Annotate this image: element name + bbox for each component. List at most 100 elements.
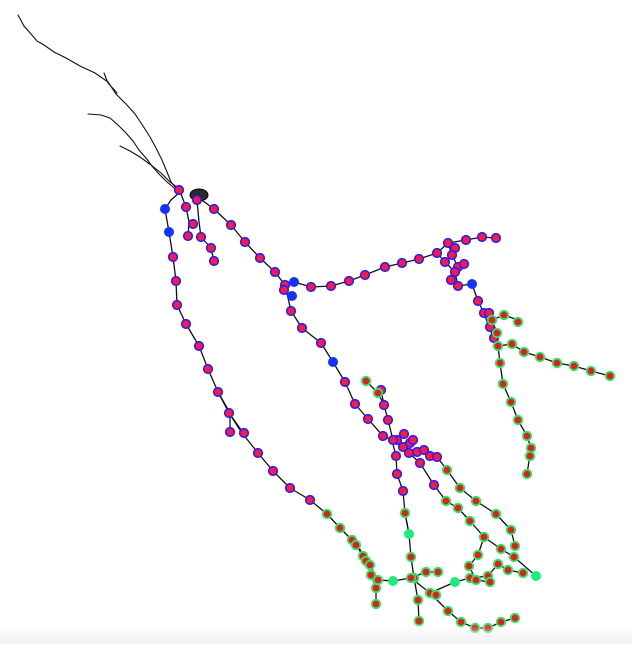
apical-node[interactable] bbox=[403, 447, 415, 459]
basal-node[interactable] bbox=[512, 414, 524, 426]
apical-node[interactable] bbox=[378, 399, 390, 411]
basal-node[interactable] bbox=[497, 378, 509, 390]
basal-node[interactable] bbox=[372, 387, 384, 399]
apical-node[interactable] bbox=[379, 261, 391, 273]
basal-node[interactable] bbox=[372, 574, 384, 586]
apical-node[interactable] bbox=[452, 280, 464, 292]
apical-node[interactable] bbox=[431, 247, 443, 259]
apical-node[interactable] bbox=[431, 451, 443, 463]
apical-node[interactable] bbox=[252, 447, 264, 459]
basal-node[interactable] bbox=[454, 482, 466, 494]
apical-node[interactable] bbox=[362, 413, 374, 425]
apical-node[interactable] bbox=[407, 434, 419, 446]
apical-node[interactable] bbox=[339, 376, 351, 388]
basal-node[interactable] bbox=[364, 559, 376, 571]
apical-node[interactable] bbox=[397, 485, 409, 497]
apical-node[interactable] bbox=[304, 494, 316, 506]
basal-node[interactable] bbox=[399, 507, 411, 519]
apical-node[interactable] bbox=[191, 194, 203, 206]
apical-node[interactable] bbox=[171, 299, 183, 311]
basal-node[interactable] bbox=[512, 316, 524, 328]
apical-node[interactable] bbox=[449, 266, 461, 278]
apical-node[interactable] bbox=[284, 482, 296, 494]
basal-node[interactable] bbox=[517, 567, 529, 579]
basal-node[interactable] bbox=[505, 524, 517, 536]
basal-node[interactable] bbox=[491, 327, 503, 339]
basal-branch-point[interactable] bbox=[531, 571, 541, 581]
apical-node[interactable] bbox=[439, 256, 451, 268]
apical-node[interactable] bbox=[382, 414, 394, 426]
basal-node[interactable] bbox=[470, 495, 482, 507]
basal-node[interactable] bbox=[490, 508, 502, 520]
apical-branch-point[interactable] bbox=[160, 204, 170, 214]
apical-node[interactable] bbox=[390, 450, 402, 462]
basal-node[interactable] bbox=[518, 346, 530, 358]
apical-node[interactable] bbox=[315, 337, 327, 349]
apical-node[interactable] bbox=[224, 426, 236, 438]
basal-node[interactable] bbox=[521, 430, 533, 442]
apical-node[interactable] bbox=[490, 232, 502, 244]
apical-node[interactable] bbox=[208, 203, 220, 215]
basal-node[interactable] bbox=[508, 551, 520, 563]
apical-node[interactable] bbox=[239, 236, 251, 248]
basal-node[interactable] bbox=[405, 572, 417, 584]
apical-node[interactable] bbox=[343, 275, 355, 287]
basal-node[interactable] bbox=[452, 502, 464, 514]
basal-node[interactable] bbox=[521, 468, 533, 480]
basal-node[interactable] bbox=[412, 594, 424, 606]
apical-node[interactable] bbox=[418, 444, 430, 456]
basal-node[interactable] bbox=[492, 558, 504, 570]
apical-node[interactable] bbox=[285, 305, 297, 317]
basal-node[interactable] bbox=[551, 357, 563, 369]
apical-node[interactable] bbox=[325, 280, 337, 292]
apical-node[interactable] bbox=[349, 398, 361, 410]
basal-node[interactable] bbox=[441, 464, 453, 476]
basal-node[interactable] bbox=[350, 539, 362, 551]
apical-node[interactable] bbox=[202, 363, 214, 375]
basal-branch-point[interactable] bbox=[388, 576, 398, 586]
basal-node[interactable] bbox=[505, 396, 517, 408]
basal-node[interactable] bbox=[405, 551, 417, 563]
basal-node[interactable] bbox=[321, 508, 333, 520]
basal-node[interactable] bbox=[568, 360, 580, 372]
basal-node[interactable] bbox=[420, 566, 432, 578]
basal-node[interactable] bbox=[478, 531, 490, 543]
basal-node[interactable] bbox=[534, 351, 546, 363]
apical-node[interactable] bbox=[398, 428, 410, 440]
basal-node[interactable] bbox=[440, 495, 452, 507]
basal-node[interactable] bbox=[370, 598, 382, 610]
basal-branch-point[interactable] bbox=[404, 529, 414, 539]
basal-node[interactable] bbox=[585, 365, 597, 377]
apical-node[interactable] bbox=[208, 255, 220, 267]
apical-node[interactable] bbox=[195, 231, 207, 243]
apical-node[interactable] bbox=[460, 234, 472, 246]
apical-node[interactable] bbox=[377, 430, 389, 442]
apical-node[interactable] bbox=[269, 266, 281, 278]
apical-node[interactable] bbox=[305, 281, 317, 293]
apical-node[interactable] bbox=[205, 242, 217, 254]
apical-node[interactable] bbox=[296, 322, 308, 334]
basal-node[interactable] bbox=[464, 515, 476, 527]
basal-node[interactable] bbox=[502, 564, 514, 576]
apical-node[interactable] bbox=[180, 201, 192, 213]
apical-node[interactable] bbox=[225, 219, 237, 231]
apical-branch-point[interactable] bbox=[467, 279, 477, 289]
apical-branch-point[interactable] bbox=[289, 277, 299, 287]
basal-node[interactable] bbox=[470, 574, 482, 586]
basal-node[interactable] bbox=[334, 522, 346, 534]
apical-node[interactable] bbox=[170, 275, 182, 287]
basal-node[interactable] bbox=[360, 375, 372, 387]
apical-node[interactable] bbox=[254, 252, 266, 264]
apical-node[interactable] bbox=[396, 257, 408, 269]
apical-node[interactable] bbox=[391, 468, 403, 480]
apical-node[interactable] bbox=[173, 184, 185, 196]
apical-node[interactable] bbox=[445, 274, 457, 286]
basal-branch-point[interactable] bbox=[450, 577, 460, 587]
basal-node[interactable] bbox=[484, 576, 496, 588]
basal-node[interactable] bbox=[432, 566, 444, 578]
apical-node[interactable] bbox=[167, 251, 179, 263]
basal-node[interactable] bbox=[494, 357, 506, 369]
apical-node[interactable] bbox=[278, 284, 290, 296]
basal-node[interactable] bbox=[604, 370, 616, 382]
basal-node[interactable] bbox=[492, 340, 504, 352]
